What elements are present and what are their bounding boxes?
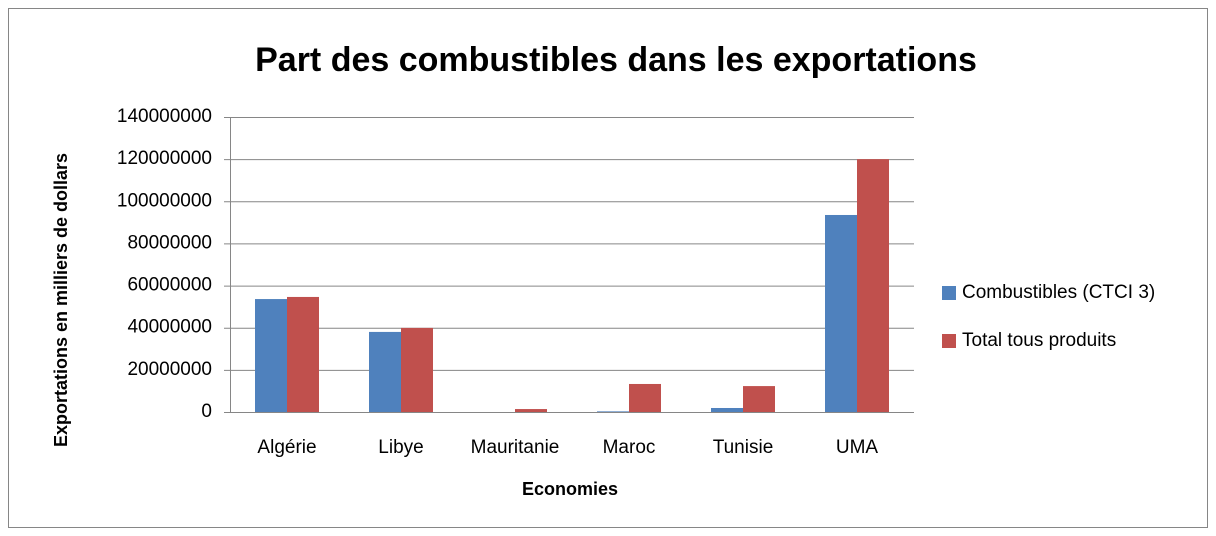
- y-axis-title: Exportations en milliers de dollars: [51, 153, 71, 447]
- x-tick-label: Algérie: [257, 437, 316, 458]
- bar: [255, 299, 287, 412]
- bar: [857, 159, 889, 412]
- bar: [711, 407, 743, 412]
- x-axis-title: Economies: [522, 479, 618, 499]
- bar: [743, 386, 775, 412]
- bar: [287, 296, 319, 412]
- legend-label: Combustibles (CTCI 3): [962, 282, 1155, 303]
- bar: [825, 214, 857, 412]
- y-tick-label: 40000000: [127, 317, 212, 338]
- bar: [369, 331, 401, 412]
- x-tick-label: Mauritanie: [471, 437, 560, 458]
- y-tick-label: 20000000: [127, 359, 212, 380]
- legend-label: Total tous produits: [962, 330, 1116, 351]
- x-tick-label: Maroc: [603, 437, 656, 458]
- chart-border: [8, 8, 1208, 528]
- y-tick-label: 0: [201, 401, 212, 422]
- x-tick-label: Libye: [378, 437, 423, 458]
- legend-swatch: [942, 286, 956, 300]
- bar: [401, 327, 433, 412]
- bar: [597, 411, 629, 412]
- x-tick-label: UMA: [836, 437, 879, 458]
- x-tick-label: Tunisie: [713, 437, 774, 458]
- bar: [515, 409, 547, 412]
- legend-swatch: [942, 334, 956, 348]
- y-tick-label: 140000000: [117, 106, 212, 127]
- chart-title: Part des combustibles dans les exportati…: [255, 41, 977, 79]
- y-tick-label: 100000000: [117, 190, 212, 211]
- y-tick-label: 80000000: [127, 232, 212, 253]
- bar: [629, 383, 661, 412]
- y-tick-label: 120000000: [117, 148, 212, 169]
- y-tick-label: 60000000: [127, 275, 212, 296]
